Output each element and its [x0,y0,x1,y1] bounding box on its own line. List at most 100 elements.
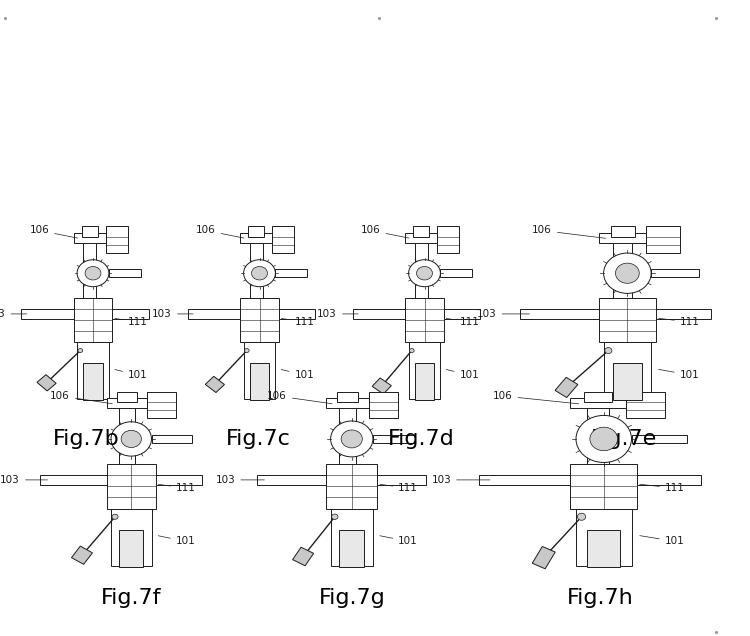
Text: 103: 103 [477,309,530,319]
Bar [326,398,369,408]
Bar [74,233,106,243]
Bar [440,269,472,277]
Bar [275,269,308,277]
Bar [339,530,364,567]
Polygon shape [37,375,56,391]
Text: 106: 106 [532,226,605,238]
Polygon shape [206,377,224,392]
Bar [406,298,443,342]
Bar [77,342,109,399]
Text: Fig.7d: Fig.7d [388,429,454,449]
Circle shape [604,253,651,293]
Text: 111: 111 [380,483,419,493]
Bar [584,392,612,402]
Bar [571,464,637,509]
Polygon shape [372,378,392,394]
Bar [598,233,646,243]
Text: 111: 111 [640,483,685,493]
Bar [613,237,632,304]
Text: 103: 103 [317,309,358,319]
Bar [598,298,656,342]
Text: 101: 101 [158,536,196,546]
Circle shape [341,430,362,448]
Bar [576,509,632,566]
Bar [148,392,176,418]
Bar [152,435,192,443]
Bar [111,509,152,566]
Polygon shape [532,546,555,569]
Circle shape [78,349,82,352]
Bar [339,402,356,469]
Bar [613,363,642,400]
Text: 101: 101 [281,370,314,380]
Text: 101: 101 [380,536,418,546]
Bar [40,475,115,485]
Text: 101: 101 [640,536,685,546]
Bar [250,363,269,400]
Circle shape [77,259,109,287]
Circle shape [122,431,141,448]
Bar [520,309,608,319]
Bar [646,226,680,253]
Circle shape [331,421,373,457]
Text: 111: 111 [658,317,700,327]
Circle shape [244,259,275,287]
Polygon shape [555,377,578,398]
Circle shape [112,514,118,520]
Bar [82,226,98,237]
Text: 103: 103 [152,309,194,319]
Bar [119,530,143,567]
Text: 111: 111 [281,317,314,327]
Bar [74,298,112,342]
Bar [326,464,377,509]
Text: 101: 101 [658,370,700,380]
Circle shape [85,266,101,280]
Text: 111: 111 [115,317,148,327]
Text: Fig.7e: Fig.7e [591,429,657,449]
Text: 103: 103 [431,475,490,485]
Text: 111: 111 [158,483,196,493]
Circle shape [244,349,249,352]
Circle shape [604,347,612,354]
Bar [369,392,398,418]
Text: Fig.7b: Fig.7b [53,429,120,449]
Bar [22,309,80,319]
Bar [353,309,412,319]
Text: 106: 106 [196,226,244,238]
Circle shape [410,349,414,352]
Circle shape [332,514,338,520]
Text: 106: 106 [29,226,77,238]
Bar [106,226,128,253]
Bar [413,226,429,237]
Bar [609,475,700,485]
Bar [356,475,426,485]
Bar [626,392,664,418]
Text: Fig.7f: Fig.7f [101,588,161,608]
Bar [241,233,272,243]
Polygon shape [292,547,314,566]
Bar [437,226,460,253]
Bar [272,226,295,253]
Bar [337,392,358,402]
Bar [83,363,103,400]
Bar [415,237,428,304]
Bar [632,309,710,319]
Circle shape [616,263,639,283]
Bar [587,530,620,567]
Bar [571,398,626,408]
Bar [415,363,434,400]
Circle shape [590,427,618,451]
Text: 106: 106 [361,226,409,238]
Bar [604,342,651,399]
Bar [107,464,155,509]
Circle shape [409,259,440,287]
Bar [241,298,278,342]
Bar [427,309,480,319]
Bar [244,342,275,399]
Circle shape [576,415,632,462]
Text: 103: 103 [216,475,264,485]
Bar [109,269,141,277]
Bar [610,226,634,237]
Bar [331,509,373,566]
Circle shape [251,266,268,280]
